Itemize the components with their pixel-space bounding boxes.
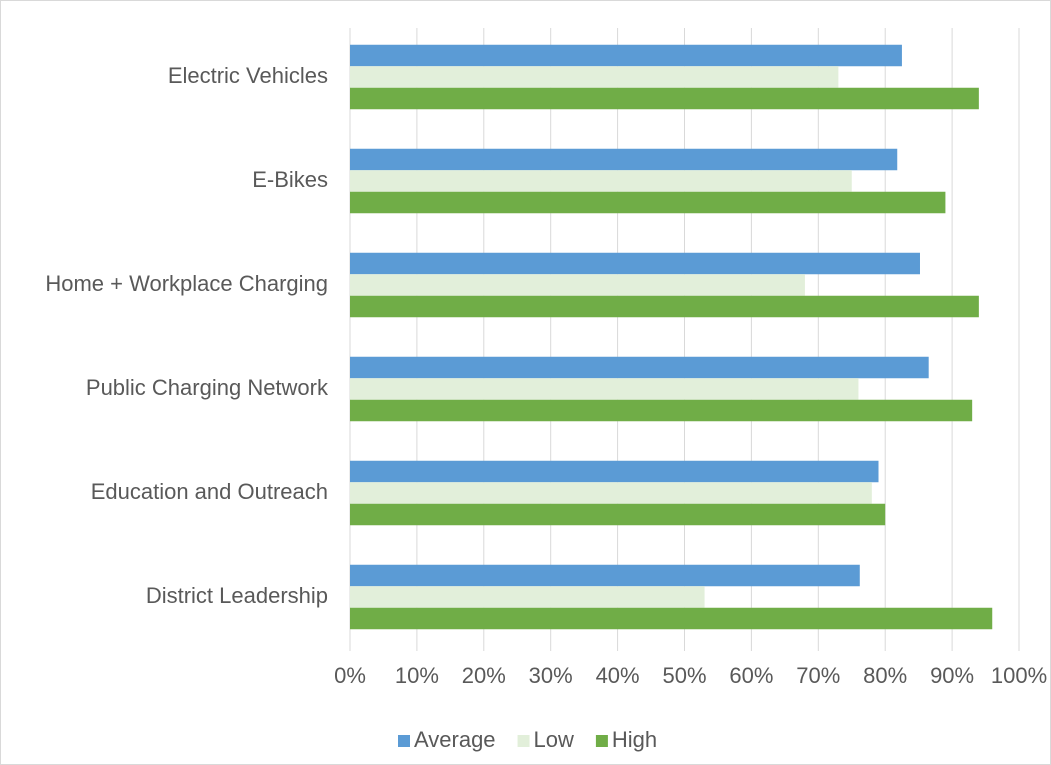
- bar: [350, 66, 839, 88]
- bar: [350, 378, 859, 400]
- x-tick-label: 0%: [334, 663, 366, 688]
- legend-swatch: [595, 735, 608, 747]
- bar: [350, 170, 852, 192]
- x-tick-label: 40%: [596, 663, 640, 688]
- bar: [350, 44, 902, 67]
- y-tick-label: Public Charging Network: [86, 375, 329, 400]
- x-tick-label: 80%: [863, 663, 907, 688]
- legend-label: Average: [414, 727, 496, 752]
- bar: [350, 586, 705, 608]
- x-tick-label: 60%: [729, 663, 773, 688]
- x-tick-label: 100%: [991, 663, 1047, 688]
- legend-swatch: [398, 735, 410, 747]
- bar: [350, 356, 929, 379]
- y-tick-label: Electric Vehicles: [168, 63, 328, 88]
- legend-label: High: [612, 727, 657, 752]
- x-tick-label: 70%: [796, 663, 840, 688]
- legend-swatch: [517, 735, 530, 747]
- y-tick-label: E-Bikes: [252, 167, 328, 192]
- bar: [350, 607, 993, 630]
- bar: [350, 148, 898, 171]
- bar: [350, 460, 879, 483]
- x-tick-label: 90%: [930, 663, 974, 688]
- bar: [350, 87, 979, 110]
- bar: [350, 482, 872, 504]
- y-tick-label: District Leadership: [146, 583, 328, 608]
- x-tick-label: 30%: [529, 663, 573, 688]
- bar: [350, 399, 973, 422]
- bar: [350, 274, 805, 296]
- y-tick-label: Education and Outreach: [91, 479, 328, 504]
- bar: [350, 295, 979, 318]
- y-tick-label: Home + Workplace Charging: [45, 271, 328, 296]
- bar: [350, 191, 946, 214]
- x-tick-label: 50%: [662, 663, 706, 688]
- x-tick-label: 20%: [462, 663, 506, 688]
- bar: [350, 503, 886, 526]
- bar: [350, 252, 920, 275]
- legend-label: Low: [534, 727, 574, 752]
- x-tick-label: 10%: [395, 663, 439, 688]
- bar: [350, 564, 860, 587]
